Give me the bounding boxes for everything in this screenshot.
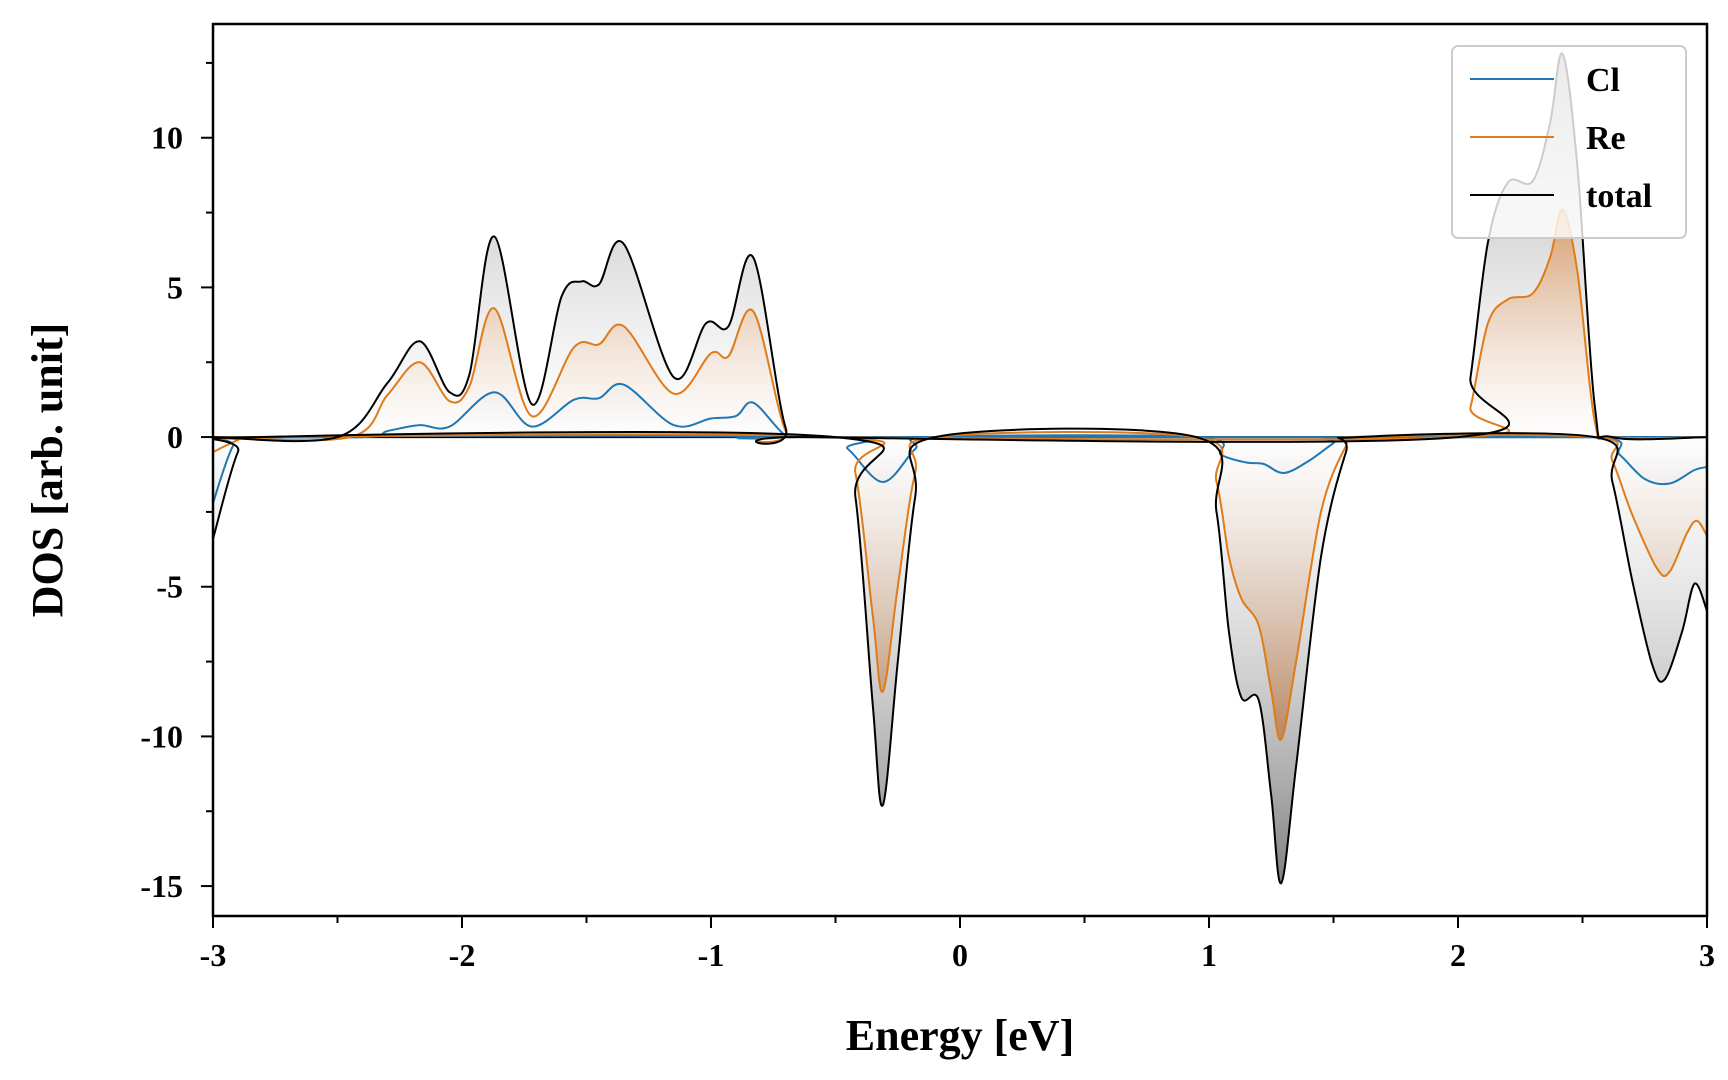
x-tick-label: 3 <box>1699 937 1715 973</box>
area-cl-down <box>213 435 1707 503</box>
legend-box <box>1451 45 1687 239</box>
x-tick-label: 0 <box>952 937 968 973</box>
line-total-down <box>213 427 1707 885</box>
x-axis-title: Energy [eV] <box>846 1011 1075 1060</box>
line-cl-down <box>213 434 1707 504</box>
y-tick-label: -5 <box>156 569 183 605</box>
legend: Cl Re total <box>1451 45 1687 239</box>
x-tick-label: 2 <box>1450 937 1466 973</box>
legend-label-re: Re <box>1586 120 1626 157</box>
y-tick-label: 5 <box>167 269 183 305</box>
line-re-down <box>213 431 1707 741</box>
area-total-down <box>213 428 1707 884</box>
area-cl-up <box>213 383 1707 439</box>
x-tick-label: 1 <box>1201 937 1217 973</box>
y-tick-label: -15 <box>140 868 183 904</box>
area-re-down <box>213 432 1707 740</box>
x-tick-label: -3 <box>200 937 227 973</box>
area-re-up <box>213 209 1707 442</box>
y-axis-title: DOS [arb. unit] <box>23 323 72 618</box>
series-lines <box>213 52 1707 885</box>
x-axis: -3 -2 -1 0 1 2 3 <box>200 916 1715 973</box>
x-tick-label: -2 <box>449 937 476 973</box>
y-axis: -15 -10 -5 0 5 10 <box>140 61 213 904</box>
legend-label-total: total <box>1586 178 1652 215</box>
line-re-up <box>213 208 1707 443</box>
y-tick-label: -10 <box>140 718 183 754</box>
y-tick-label: 10 <box>151 120 183 156</box>
legend-label-cl: Cl <box>1586 62 1620 99</box>
x-tick-label: -1 <box>698 937 725 973</box>
y-tick-label: 0 <box>167 419 183 455</box>
area-fills <box>213 53 1707 884</box>
